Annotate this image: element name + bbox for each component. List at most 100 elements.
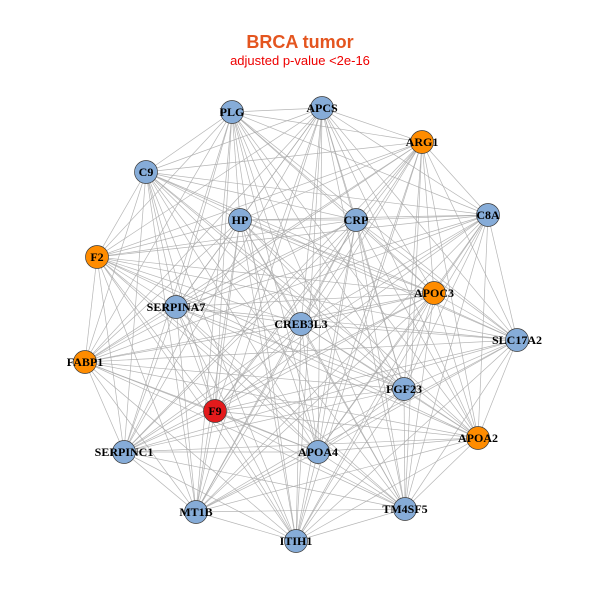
edge-F9-MT1B (195, 410, 216, 513)
node-SERPINA7 (164, 295, 188, 319)
edge-C8A-APOA4 (317, 214, 489, 453)
edge-C8A-ITIH1 (295, 214, 489, 542)
edge-C9-APOA2 (145, 171, 479, 439)
node-label-SERPINC1: SERPINC1 (95, 445, 154, 459)
edge-SERPINA7-F9 (175, 306, 216, 412)
edge-MT1B-TM4SF5 (195, 508, 406, 513)
edge-APCS-APOA4 (317, 107, 323, 453)
edge-SERPINA7-SERPINC1 (123, 306, 177, 453)
edge-C8A-TM4SF5 (404, 214, 489, 510)
edge-PLG-CRP (231, 111, 357, 221)
node-APCS (310, 96, 334, 120)
edge-FGF23-TM4SF5 (403, 388, 406, 510)
edge-CRP-SLC17A2 (355, 219, 518, 341)
edge-F9-APOA2 (214, 410, 479, 439)
edge-C9-C8A (145, 171, 489, 216)
node-label-SERPINA7: SERPINA7 (147, 300, 206, 314)
edge-C9-MT1B (145, 171, 197, 513)
node-label-ARG1: ARG1 (406, 135, 439, 149)
edge-MT1B-ITIH1 (195, 511, 297, 542)
node-label-HP: HP (232, 213, 249, 227)
plot-title: BRCA tumor (246, 32, 354, 52)
edge-C9-F9 (145, 171, 216, 412)
edge-APOC3-MT1B (195, 292, 435, 513)
node-APOA4 (306, 440, 330, 464)
edge-APOA4-ITIH1 (295, 451, 319, 542)
edge-ARG1-C9 (145, 141, 423, 173)
edge-F2-FABP1 (84, 256, 98, 363)
edge-PLG-ARG1 (231, 111, 423, 143)
node-F9 (203, 399, 227, 423)
node-APOA2 (466, 426, 490, 450)
node-label-ITIH1: ITIH1 (280, 534, 313, 548)
edge-FABP1-FGF23 (84, 361, 405, 390)
edge-C8A-SERPINA7 (175, 214, 489, 308)
edge-SERPINA7-SLC17A2 (175, 306, 518, 341)
node-label-MT1B: MT1B (179, 505, 212, 519)
edge-PLG-APOC3 (231, 111, 435, 294)
edge-APOA4-MT1B (195, 451, 319, 513)
edge-CREB3L3-APOA4 (300, 323, 319, 453)
edge-APCS-C8A (321, 107, 489, 216)
edge-HP-FGF23 (239, 219, 405, 390)
edge-FABP1-SERPINC1 (84, 361, 125, 453)
edge-PLG-F9 (214, 111, 233, 412)
edge-C9-CRP (145, 171, 357, 221)
node-TM4SF5 (393, 497, 417, 521)
edge-ARG1-FABP1 (84, 141, 423, 363)
edge-C8A-SLC17A2 (487, 214, 518, 341)
edge-PLG-SLC17A2 (231, 111, 518, 341)
edge-PLG-CREB3L3 (231, 111, 302, 325)
edge-CRP-APOC3 (355, 219, 435, 294)
node-label-FGF23: FGF23 (386, 382, 422, 396)
edge-C8A-F2 (96, 214, 489, 258)
node-label-FABP1: FABP1 (67, 355, 103, 369)
edge-APOC3-FGF23 (403, 292, 435, 390)
node-MT1B (184, 500, 208, 524)
edge-APCS-FABP1 (84, 107, 323, 363)
node-C8A (476, 203, 500, 227)
edge-HP-F2 (96, 219, 241, 258)
edge-C9-APOC3 (145, 171, 435, 294)
edge-APCS-ARG1 (321, 107, 423, 143)
edge-C8A-CREB3L3 (300, 214, 489, 325)
node-APOC3 (422, 281, 446, 305)
edge-APOC3-ITIH1 (295, 292, 435, 542)
edge-PLG-APOA2 (231, 111, 479, 439)
edge-SERPINA7-FABP1 (84, 306, 177, 363)
edge-APCS-FGF23 (321, 107, 405, 390)
edge-F9-SERPINC1 (123, 410, 216, 453)
edge-CREB3L3-ITIH1 (295, 323, 302, 542)
edge-C9-F2 (96, 171, 147, 258)
edge-F2-SERPINA7 (96, 256, 177, 308)
node-label-APOA2: APOA2 (458, 431, 498, 445)
edge-C8A-FGF23 (403, 214, 489, 390)
edge-SLC17A2-FABP1 (84, 339, 518, 363)
edge-CRP-F2 (96, 219, 357, 258)
edge-CRP-ITIH1 (295, 219, 357, 542)
edge-F2-APOC3 (96, 256, 435, 294)
edge-ARG1-ITIH1 (295, 141, 423, 542)
plot-subtitle: adjusted p-value <2e-16 (230, 53, 370, 68)
node-F2 (85, 245, 109, 269)
edge-APOC3-APOA2 (433, 292, 479, 439)
edge-SLC17A2-MT1B (195, 339, 518, 513)
edge-CRP-C8A (355, 214, 489, 221)
edge-CRP-MT1B (195, 219, 357, 513)
edge-APOC3-FABP1 (84, 292, 435, 363)
edge-SLC17A2-F9 (214, 339, 518, 412)
edge-C9-ITIH1 (145, 171, 297, 542)
edge-SERPINA7-ITIH1 (175, 306, 297, 542)
node-ITIH1 (284, 529, 308, 553)
node-C9 (134, 160, 158, 184)
node-label-C9: C9 (139, 165, 154, 179)
edge-SERPINA7-MT1B (175, 306, 197, 513)
edge-SERPINA7-APOA4 (175, 306, 319, 453)
edge-FABP1-MT1B (84, 361, 197, 513)
node-SLC17A2 (505, 328, 529, 352)
edge-PLG-FABP1 (84, 111, 233, 363)
edge-FGF23-APOA2 (403, 388, 479, 439)
edge-CREB3L3-MT1B (195, 323, 302, 513)
